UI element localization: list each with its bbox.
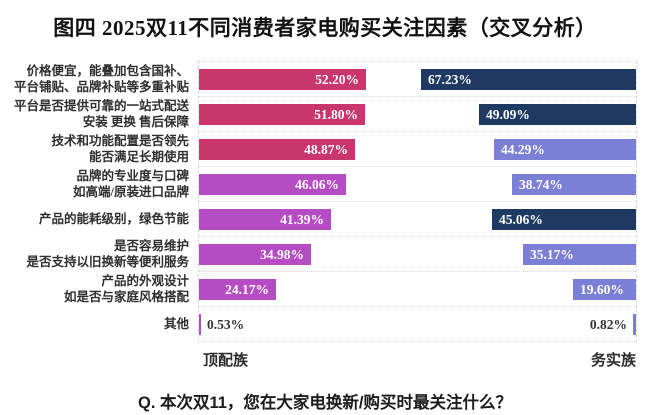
chart-row: 48.87% 44.29% xyxy=(199,131,636,166)
value-label: 24.17% xyxy=(225,281,269,297)
value-label: 48.87% xyxy=(304,141,348,157)
chart-area: 价格便宜，能叠加包含国补、 平台铺贴、品牌补贴等多重补贴 平台是否提供可靠的一站式配… xyxy=(0,61,637,342)
bar-wushizu: 45.06% xyxy=(492,209,636,230)
bar-dingpeizu: 41.39% xyxy=(199,209,331,230)
chart-title: 图四 2025双11不同消费者家电购买关注因素（交叉分析） xyxy=(53,16,597,40)
category-label: 产品的外观设计 如是否与家庭风格搭配 xyxy=(63,273,189,304)
value-label: 34.98% xyxy=(260,246,304,262)
category-labels: 价格便宜，能叠加包含国补、 平台铺贴、品牌补贴等多重补贴 平台是否提供可靠的一站式配… xyxy=(0,61,198,342)
chart-row: 46.06% 38.74% xyxy=(199,166,636,201)
bar-dingpeizu: 24.17% xyxy=(199,279,276,300)
chart-row: 51.80% 49.09% xyxy=(199,96,636,131)
chart-row: 0.53% 0.82% xyxy=(199,306,636,341)
category-label: 品牌的专业度与口碑 如高端/原装进口品牌 xyxy=(73,168,189,199)
category-label: 产品的能耗级别，绿色节能 xyxy=(38,211,189,226)
category-label: 技术和功能配置是否领先 能否满足长期使用 xyxy=(51,133,189,164)
value-label: 49.09% xyxy=(486,106,530,122)
value-label: 67.23% xyxy=(428,71,472,87)
bar-wushizu: 44.29% xyxy=(494,139,636,160)
value-label: 0.82% xyxy=(589,317,627,332)
chart-row: 41.39% 45.06% xyxy=(199,201,636,236)
category-label: 价格便宜，能叠加包含国补、 平台铺贴、品牌补贴等多重补贴 xyxy=(13,63,189,94)
value-label: 44.29% xyxy=(501,141,545,157)
bar-dingpeizu: 51.80% xyxy=(199,104,365,125)
chart-row: 24.17% 19.60% xyxy=(199,271,636,306)
bar-wushizu xyxy=(633,314,636,335)
value-label: 38.74% xyxy=(519,176,563,192)
value-label: 19.60% xyxy=(580,281,624,297)
category-label: 是否容易维护 是否支持以旧换新等便利服务 xyxy=(26,238,189,269)
chart-row: 52.20% 67.23% xyxy=(199,61,636,96)
bar-wushizu: 38.74% xyxy=(512,174,636,195)
value-label: 51.80% xyxy=(314,106,358,122)
survey-question: Q. 本次双11，您在大家电换新/购买时最关注什么？ xyxy=(137,394,513,412)
group-label-right: 务实族 xyxy=(590,353,636,369)
bar-wushizu: 19.60% xyxy=(573,279,636,300)
bar-dingpeizu xyxy=(199,314,201,335)
group-label-left: 顶配族 xyxy=(203,353,249,369)
chart-rows: 52.20% 67.23% 51.80% 49.09% 48.87% 44.29% 46.0… xyxy=(198,61,637,342)
bar-wushizu: 67.23% xyxy=(421,69,636,90)
bar-wushizu: 35.17% xyxy=(523,244,636,265)
bar-dingpeizu: 46.06% xyxy=(199,174,346,195)
bar-dingpeizu: 34.98% xyxy=(199,244,311,265)
value-label: 35.17% xyxy=(530,246,574,262)
bar-dingpeizu: 48.87% xyxy=(199,139,355,160)
value-label: 45.06% xyxy=(499,211,543,227)
bar-wushizu: 49.09% xyxy=(479,104,636,125)
bar-dingpeizu: 52.20% xyxy=(199,69,366,90)
category-label: 平台是否提供可靠的一站式配送 安装 更换 售后保障 xyxy=(13,98,189,129)
value-label: 41.39% xyxy=(280,211,324,227)
value-label: 0.53% xyxy=(207,317,245,332)
category-label: 其他 xyxy=(163,316,189,331)
value-label: 52.20% xyxy=(315,71,359,87)
chart-row: 34.98% 35.17% xyxy=(199,236,636,271)
group-labels: 顶配族 务实族 xyxy=(203,349,636,370)
value-label: 46.06% xyxy=(295,176,339,192)
